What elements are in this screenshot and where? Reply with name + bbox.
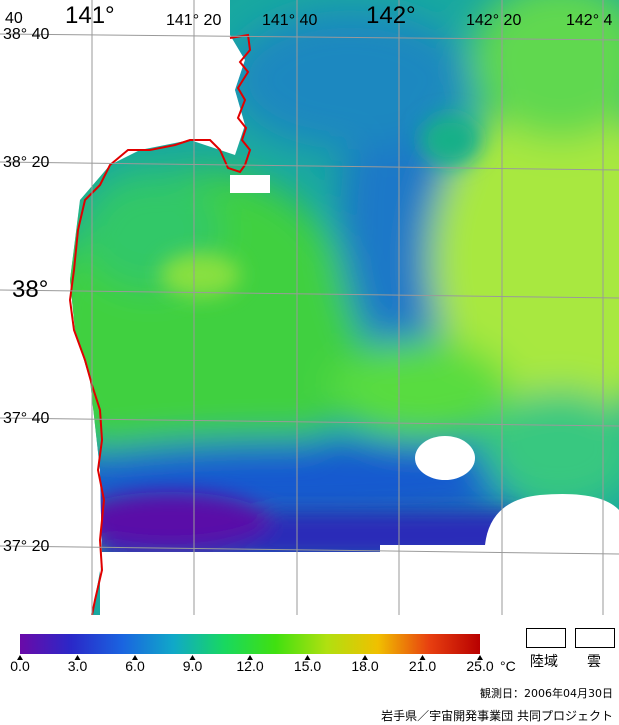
cloud-legend-label: 雲 xyxy=(587,654,601,670)
land-legend-label: 陸域 xyxy=(530,654,558,670)
colorbar-tick: 25.0 xyxy=(466,658,494,674)
colorbar-tick: 18.0 xyxy=(351,658,379,674)
colorbar-tick-mark xyxy=(247,655,253,660)
colorbar-tick-mark xyxy=(74,655,81,660)
colorbar-tick: 12.0 xyxy=(236,658,264,674)
colorbar-tick-mark xyxy=(132,655,138,660)
colorbar-tick: 15.0 xyxy=(293,658,322,674)
colorbar-tick: 21.0 xyxy=(408,658,437,674)
latitude-label-37-20: 37° 20 xyxy=(3,538,50,555)
colorbar-unit: °C xyxy=(500,658,516,674)
longitude-label-141: 141° xyxy=(65,2,115,29)
longitude-label-142-20: 142° 20 xyxy=(466,12,522,29)
colorbar-tick-mark xyxy=(419,655,426,660)
sea-surface-temperature-map xyxy=(0,0,619,615)
temperature-colorbar xyxy=(20,634,480,654)
colorbar-tick-mark xyxy=(362,655,368,660)
colorbar-tick-mark xyxy=(17,655,23,660)
coastline xyxy=(68,33,252,615)
latitude-label-37-40: 37° 40 xyxy=(3,410,50,427)
colorbar-tick-mark xyxy=(304,655,311,660)
sea-temperature-field xyxy=(70,0,619,615)
latitude-label-38-40: 38° 40 xyxy=(3,26,50,43)
longitude-label-141-40: 141° 40 xyxy=(262,12,318,29)
colorbar-tick: 3.0 xyxy=(67,658,88,674)
latitude-label-38: 38° xyxy=(12,276,49,303)
cloud-areas xyxy=(230,175,619,560)
longitude-prefix: 40 xyxy=(5,10,23,27)
colorbar-tick-mark xyxy=(189,655,196,660)
land-legend-swatch xyxy=(526,628,566,648)
observation-date: 観測日：2006年04月30日 xyxy=(480,687,613,700)
longitude-label-141-20: 141° 20 xyxy=(166,12,222,29)
cloud-legend-swatch xyxy=(575,628,615,648)
longitude-label-142: 142° xyxy=(366,2,416,29)
colorbar-tick-mark xyxy=(477,655,483,660)
latitude-label-38-20: 38° 20 xyxy=(3,154,50,171)
colorbar-tick: 9.0 xyxy=(182,658,203,674)
project-credit: 岩手県／宇宙開発事業団 共同プロジェクト xyxy=(381,709,613,723)
colorbar-tick: 0.0 xyxy=(10,658,30,674)
colorbar-tick-marks xyxy=(17,655,483,660)
colorbar-tick: 6.0 xyxy=(125,658,145,674)
longitude-label-142-40: 142° 4 xyxy=(566,12,613,29)
graticule xyxy=(0,0,619,615)
